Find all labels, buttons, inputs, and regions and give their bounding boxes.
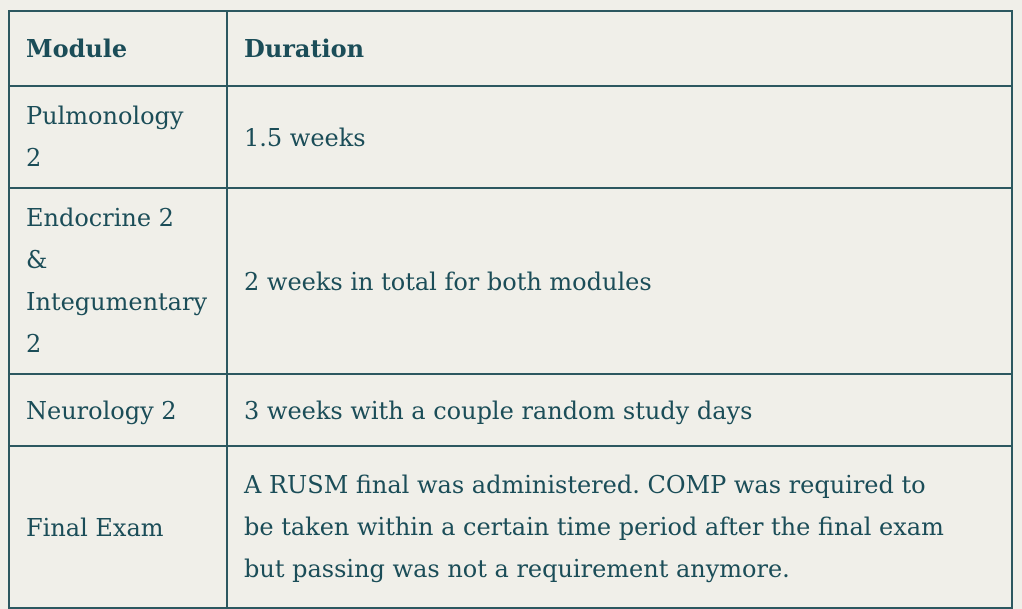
column-header-duration-label: Duration — [244, 33, 365, 63]
duration-cell: 2 weeks in total for both modules — [226, 187, 1013, 375]
column-header-duration: Duration — [226, 10, 1013, 87]
duration-cell: 3 weeks with a couple random study days — [226, 373, 1013, 447]
page: { "theme": { "page_background": "#f0efe9… — [8, 10, 1013, 609]
duration-cell: 1.5 weeks — [226, 85, 1013, 189]
module-text: Neurology 2 — [26, 396, 177, 425]
table-row: Neurology 2 3 weeks with a couple random… — [8, 373, 1013, 447]
duration-text: A RUSM final was administered. COMP was … — [244, 471, 944, 583]
duration-cell: A RUSM final was administered. COMP was … — [226, 445, 1013, 609]
module-duration-table: Module Duration Pulmonology 2 1.5 weeks … — [8, 10, 1013, 609]
duration-text: 3 weeks with a couple random study days — [244, 396, 753, 425]
module-text: Pulmonology 2 — [26, 102, 184, 172]
module-cell: Neurology 2 — [8, 373, 228, 447]
duration-text: 1.5 weeks — [244, 123, 366, 152]
module-cell: Final Exam — [8, 445, 228, 609]
duration-text: 2 weeks in total for both modules — [244, 267, 652, 296]
table-row: Pulmonology 2 1.5 weeks — [8, 85, 1013, 189]
module-cell: Endocrine 2 & Integumentary 2 — [8, 187, 228, 375]
table-container: Module Duration Pulmonology 2 1.5 weeks … — [8, 10, 1013, 609]
table-row: Endocrine 2 & Integumentary 2 2 weeks in… — [8, 187, 1013, 375]
table-header-row: Module Duration — [8, 10, 1013, 87]
table-row: Final Exam A RUSM final was administered… — [8, 445, 1013, 609]
module-text: Final Exam — [26, 513, 164, 542]
column-header-module: Module — [8, 10, 228, 87]
module-cell: Pulmonology 2 — [8, 85, 228, 189]
module-text: Endocrine 2 & Integumentary 2 — [26, 204, 208, 358]
column-header-module-label: Module — [26, 33, 128, 63]
